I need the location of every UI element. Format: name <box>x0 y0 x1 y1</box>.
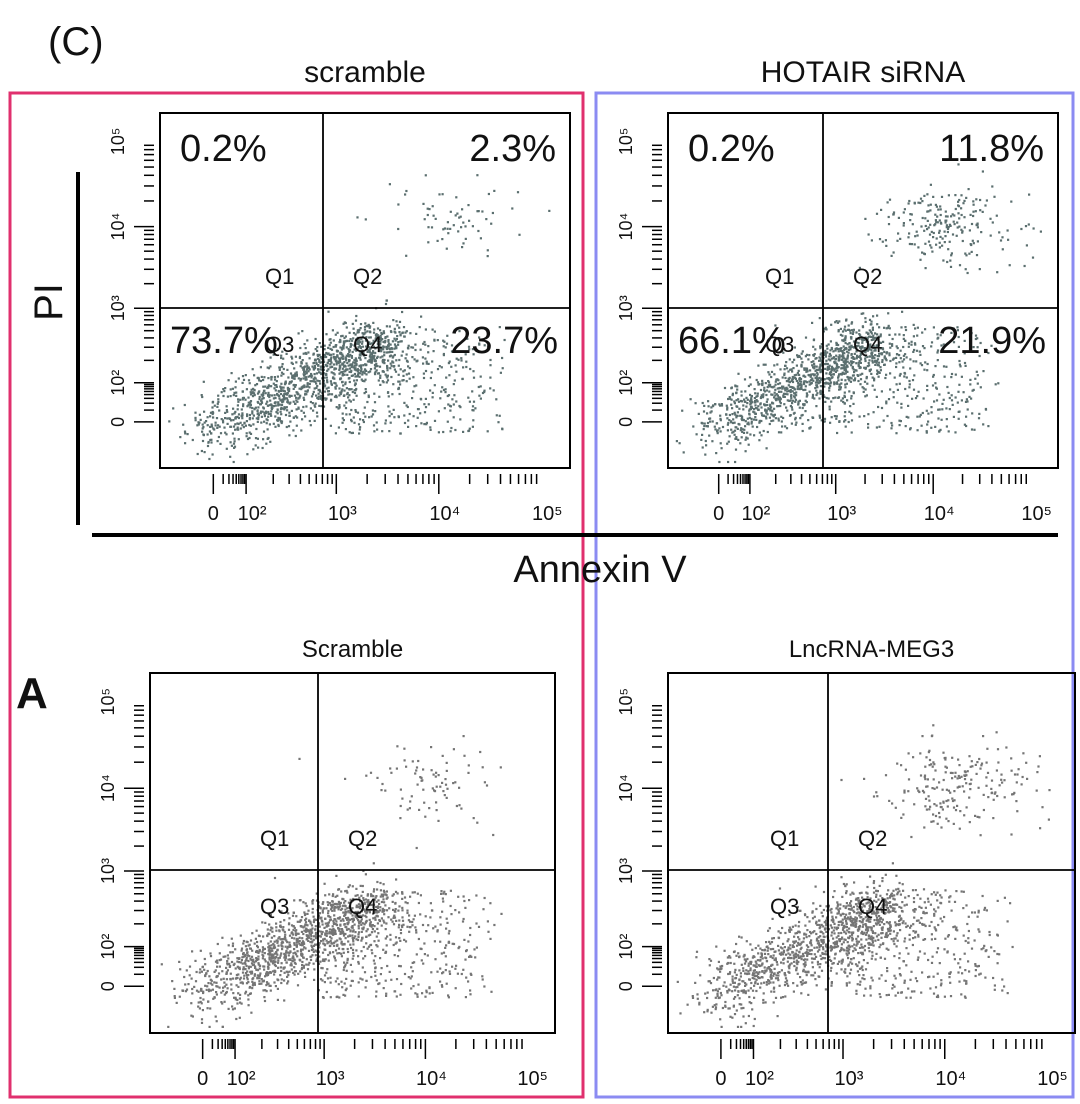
x-tick-label: 10² <box>741 503 770 525</box>
y-tick-label: 10² <box>616 934 636 960</box>
quadrant-label-q3: Q3 <box>770 894 799 919</box>
plot-title: scramble <box>304 56 426 89</box>
quadrant-label-q1: Q1 <box>765 264 794 289</box>
quadrant-label-q3: Q3 <box>265 332 294 357</box>
y-tick-label: 10³ <box>616 295 636 321</box>
plot-title: HOTAIR siRNA <box>761 56 965 89</box>
quadrant-label-q4: Q4 <box>348 894 377 919</box>
y-axis-ticks <box>642 705 662 987</box>
plot-title: Scramble <box>302 636 403 663</box>
x-tick-label: 10⁴ <box>924 503 955 525</box>
shared-x-axis-label: Annexin V <box>513 549 687 591</box>
quadrant-label-q1: Q1 <box>265 264 294 289</box>
x-tick-label: 0 <box>713 503 724 525</box>
quadrant-label-q2: Q2 <box>858 826 887 851</box>
quadrant-percent-q3: 73.7% <box>170 320 278 362</box>
quadrant-label-q1: Q1 <box>260 826 289 851</box>
y-axis-ticks <box>642 144 662 423</box>
flow-plot-4: LncRNA-MEG3 Q1 Q2 Q3 Q4 0 10² 10³ 10⁴ 10⁵ 0 10² 10³ 1… <box>616 636 1076 1090</box>
y-tick-label: 10² <box>98 934 118 960</box>
x-axis-ticks <box>720 1039 1043 1059</box>
quadrant-percent-q4: 21.9% <box>938 320 1046 362</box>
y-tick-label: 10⁵ <box>616 128 636 155</box>
x-tick-label: 10³ <box>316 1068 345 1090</box>
y-tick-label: 10⁴ <box>98 774 118 802</box>
x-tick-label: 0 <box>715 1068 726 1090</box>
quadrant-percent-q2: 2.3% <box>469 128 556 170</box>
quadrant-percent-q2: 11.8% <box>939 128 1044 170</box>
flow-plot-2: HOTAIR siRNA Q1 Q2 Q3 Q4 0.2% 11.8% 66.1% 21.9% 0… <box>616 56 1059 525</box>
y-tick-label: 10⁴ <box>616 213 636 241</box>
x-tick-label: 10⁵ <box>517 1068 548 1090</box>
scatter-points <box>160 735 503 1028</box>
x-tick-label: 10⁵ <box>1037 1068 1068 1090</box>
x-tick-label: 10⁴ <box>935 1068 966 1090</box>
quadrant-percent-q1: 0.2% <box>180 128 267 170</box>
quadrant-percent-q1: 0.2% <box>688 128 775 170</box>
y-axis-ticks <box>124 705 144 987</box>
x-tick-label: 10⁵ <box>532 503 563 525</box>
x-axis-ticks <box>717 474 1027 494</box>
y-tick-label: 10² <box>108 370 128 396</box>
panel-label-c: (C) <box>48 20 104 64</box>
shared-y-axis-label: PI <box>27 283 71 321</box>
quadrant-label-q3: Q3 <box>260 894 289 919</box>
quadrant-label-q3: Q3 <box>765 332 794 357</box>
y-axis-ticks <box>134 144 154 423</box>
x-axis-ticks <box>201 1039 523 1059</box>
scatter-points <box>675 163 1042 464</box>
panel-label-a: A <box>16 669 48 718</box>
y-tick-label: 0 <box>616 981 636 991</box>
x-tick-label: 10² <box>227 1068 256 1090</box>
y-tick-label: 10³ <box>108 295 128 321</box>
y-tick-label: 10⁵ <box>98 688 118 715</box>
flow-plot-3: Scramble Q1 Q2 Q3 Q4 0 10² 10³ 10⁴ 10⁵ 0 10² 10³ 10⁴ 1… <box>98 636 556 1090</box>
quadrant-label-q4: Q4 <box>353 332 382 357</box>
y-tick-label: 10⁵ <box>616 688 636 715</box>
left-group-frame <box>8 91 585 1099</box>
y-tick-label: 10³ <box>98 858 118 884</box>
x-tick-label: 10³ <box>328 503 357 525</box>
quadrant-label-q2: Q2 <box>348 826 377 851</box>
quadrant-label-q4: Q4 <box>853 332 882 357</box>
right-group-frame <box>594 91 1075 1099</box>
plot-frame <box>159 112 571 469</box>
y-tick-label: 10² <box>616 370 636 396</box>
y-tick-label: 10³ <box>616 858 636 884</box>
scatter-points <box>168 174 551 464</box>
plot-frame <box>667 672 1076 1034</box>
x-tick-label: 10² <box>238 503 267 525</box>
y-tick-label: 10⁴ <box>616 774 636 802</box>
plot-frame <box>149 672 556 1034</box>
x-tick-label: 10² <box>745 1068 774 1090</box>
y-tick-label: 0 <box>98 981 118 991</box>
quadrant-label-q2: Q2 <box>353 264 382 289</box>
x-tick-label: 0 <box>197 1068 208 1090</box>
x-tick-label: 10⁴ <box>429 503 460 525</box>
x-tick-label: 10⁴ <box>416 1068 447 1090</box>
y-tick-label: 0 <box>616 417 636 427</box>
x-tick-label: 10³ <box>827 503 856 525</box>
y-tick-label: 10⁵ <box>108 128 128 155</box>
plot-frame <box>667 112 1059 469</box>
scatter-points <box>676 724 1051 1028</box>
quadrant-percent-q3: 66.1% <box>678 320 786 362</box>
quadrant-percent-q4: 23.7% <box>450 320 558 362</box>
quadrant-label-q4: Q4 <box>858 894 887 919</box>
x-tick-label: 10⁵ <box>1021 503 1052 525</box>
flow-plot-1: scramble Q1 Q2 Q3 Q4 0.2% 2.3% 73.7% 23.7% 0 10² 10… <box>108 56 571 525</box>
x-axis-ticks <box>212 474 538 494</box>
plot-title: LncRNA-MEG3 <box>789 636 954 663</box>
x-tick-label: 0 <box>208 503 219 525</box>
y-tick-label: 0 <box>108 417 128 427</box>
quadrant-label-q1: Q1 <box>770 826 799 851</box>
y-tick-label: 10⁴ <box>108 213 128 241</box>
quadrant-label-q2: Q2 <box>853 264 882 289</box>
plot-panels: scramble Q1 Q2 Q3 Q4 0.2% 2.3% 73.7% 23.7% 0 10² 10… <box>98 56 1076 1090</box>
x-tick-label: 10³ <box>835 1068 864 1090</box>
